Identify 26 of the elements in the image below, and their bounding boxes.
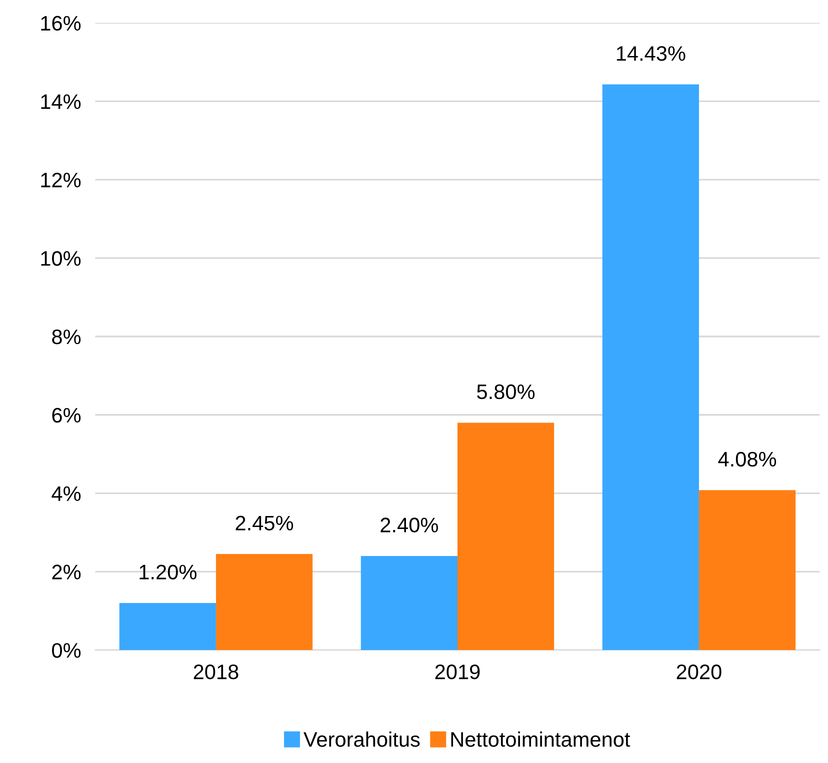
x-tick-label: 2020 [676, 664, 722, 680]
data-label: 1.20% [140, 564, 196, 580]
bar [457, 422, 554, 650]
y-tick-label: 0% [52, 643, 81, 658]
y-tick-label: 8% [52, 329, 81, 344]
y-tick-label: 2% [52, 564, 81, 580]
y-tick-label: 14% [41, 94, 81, 109]
bar [698, 490, 796, 650]
y-tick-label: 6% [52, 408, 81, 423]
bar [216, 554, 313, 650]
data-label: 5.80% [477, 384, 535, 400]
y-tick-label: 4% [52, 486, 81, 501]
x-tick-label: 2019 [435, 664, 480, 680]
y-tick-label: 12% [41, 172, 81, 188]
data-label: 4.08% [718, 452, 776, 467]
legend-label: Verorahoitus [304, 732, 420, 747]
y-tick-label: 16% [41, 16, 81, 31]
y-tick-label: 10% [41, 251, 81, 266]
bar [360, 556, 458, 650]
bar [119, 603, 216, 650]
data-label: 2.45% [236, 516, 294, 530]
data-label: 2.40% [380, 518, 438, 532]
bar [602, 84, 699, 650]
x-tick-label: 2018 [194, 664, 238, 680]
data-label: 14.43% [616, 46, 686, 61]
legend-label: Nettotoimintamenot [451, 732, 630, 747]
